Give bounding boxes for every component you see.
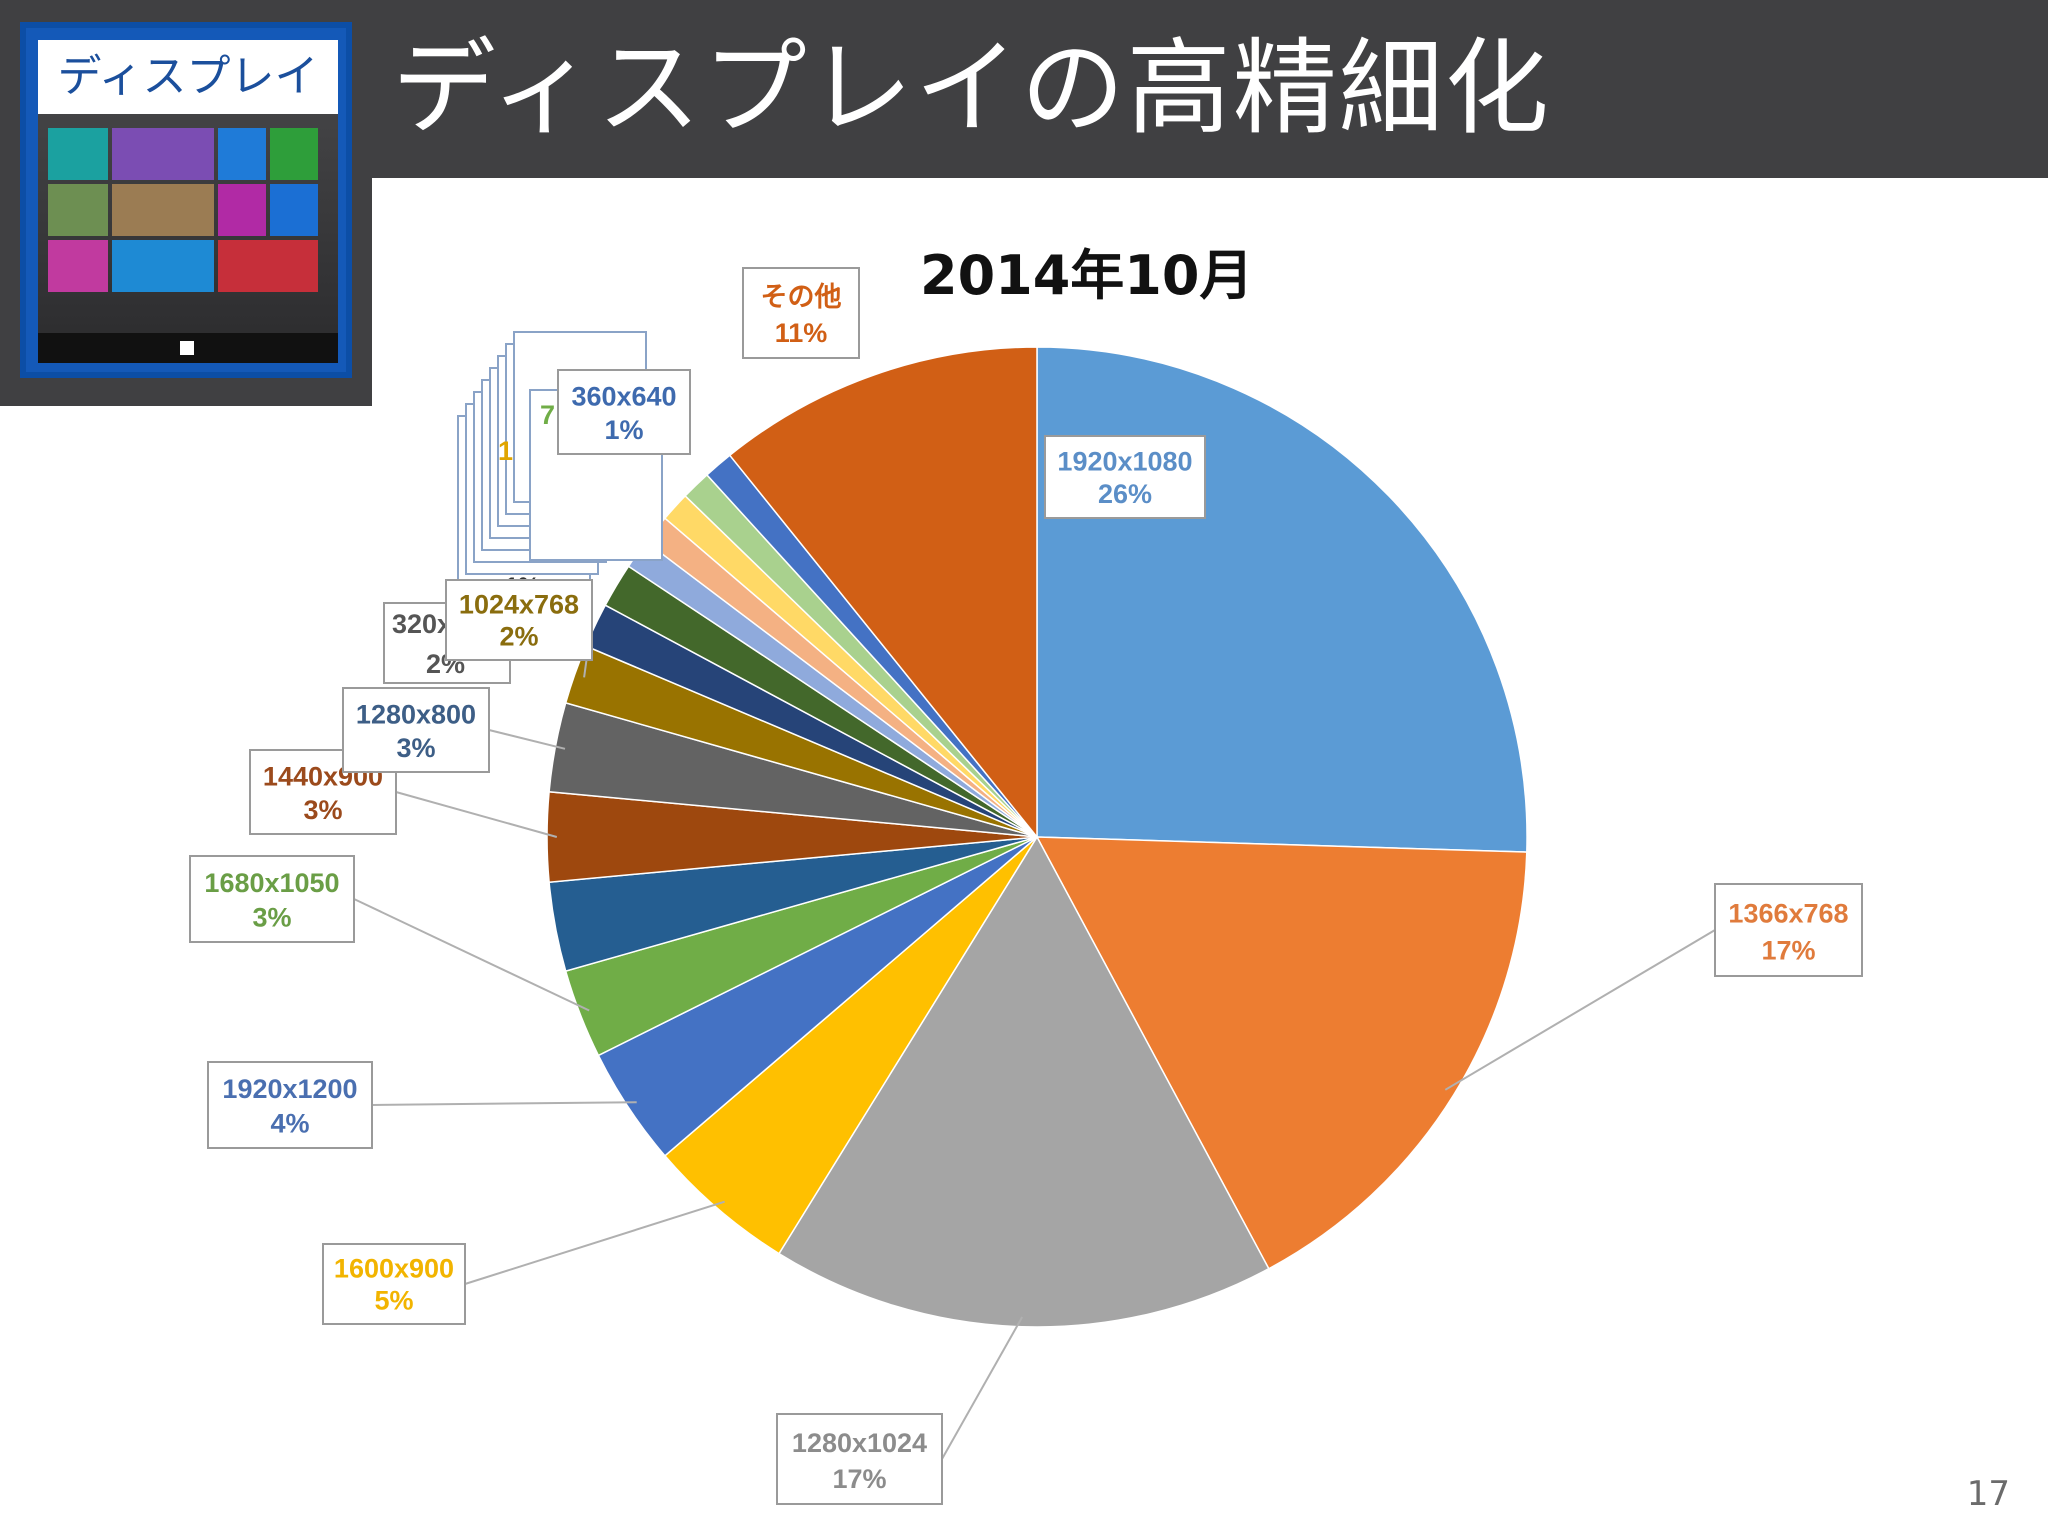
photos-tile xyxy=(48,184,108,236)
section-thumbnail: ディスプレイ ⊞ xyxy=(0,0,372,406)
data-label-category: 1600x900 xyxy=(334,1254,454,1284)
data-label-box xyxy=(207,1061,373,1149)
photos-tile xyxy=(112,184,214,236)
data-label-box xyxy=(776,1413,943,1505)
leader-lines xyxy=(353,619,1716,1460)
data-label-percent: 17% xyxy=(1761,935,1815,965)
chart-title: 2014年10月 xyxy=(920,244,1254,307)
data-label-category: 1280x1024 xyxy=(792,1428,927,1458)
store-tile xyxy=(270,128,318,180)
data-label-percent: 3% xyxy=(303,795,342,825)
data-label-box xyxy=(1044,435,1206,519)
pie-slices xyxy=(546,346,1528,1328)
page-number: 17 xyxy=(1966,1474,2010,1514)
data-label-percent: 1% xyxy=(604,415,643,445)
leader-line xyxy=(941,1316,1024,1460)
data-label-percent: 5% xyxy=(374,1286,413,1316)
data-label-box xyxy=(189,855,355,943)
leader-line xyxy=(353,898,590,1012)
maps-tile xyxy=(218,184,266,236)
data-label-category: 1680x1050 xyxy=(204,868,339,898)
pie-slice xyxy=(1036,346,1528,853)
news-tile xyxy=(218,240,318,292)
data-label-percent: 3% xyxy=(252,903,291,933)
taskbar: ⊞ xyxy=(38,333,338,363)
ie-tile xyxy=(218,128,266,180)
pie-slice xyxy=(777,835,1270,1328)
partial-label-category: 7 xyxy=(540,400,555,430)
start-screen-image: ディスプレイ ⊞ xyxy=(38,40,338,363)
skydrive-tile xyxy=(270,184,318,236)
tile xyxy=(48,128,108,180)
data-label-percent: 3% xyxy=(396,733,435,763)
leader-line xyxy=(1444,929,1716,1091)
data-label-percent: 4% xyxy=(270,1109,309,1139)
pie-slice xyxy=(663,836,1038,1255)
data-label-box xyxy=(557,369,691,455)
partial-label-category: 320x xyxy=(392,609,452,639)
windows8-thumbnail: ディスプレイ ⊞ xyxy=(20,22,352,378)
data-label-box xyxy=(342,687,490,773)
data-label-percent: 26% xyxy=(1098,479,1152,509)
data-label-box xyxy=(445,579,593,661)
data-label-percent: 17% xyxy=(832,1464,886,1494)
data-label-percent: 2% xyxy=(499,622,538,652)
tile xyxy=(112,128,214,180)
data-label-category: 1920x1080 xyxy=(1057,446,1192,476)
data-label-category: 1280x800 xyxy=(356,699,476,729)
data-label-category: その他 xyxy=(761,282,842,312)
pie-slice xyxy=(1035,836,1528,1270)
windows-logo-icon: ⊞ xyxy=(180,341,194,355)
data-label-box xyxy=(322,1243,466,1325)
data-label-box xyxy=(1714,883,1863,977)
leader-line xyxy=(488,729,566,750)
thumbnail-label: ディスプレイ xyxy=(38,40,338,114)
partial-label-category: 1 xyxy=(498,436,513,466)
data-label-box xyxy=(742,267,860,359)
slide-title: ディスプレイの高精細化 xyxy=(392,27,1551,149)
data-label-box xyxy=(249,749,397,835)
leader-line xyxy=(395,791,558,838)
messaging-tile xyxy=(48,240,108,292)
leader-line xyxy=(464,1200,725,1285)
data-label-category: 360x640 xyxy=(571,381,676,411)
leader-line xyxy=(371,1101,637,1106)
data-label-category: 1920x1200 xyxy=(222,1074,357,1104)
data-label-category: 1024x768 xyxy=(459,590,579,620)
data-label-category: 1366x768 xyxy=(1728,899,1848,929)
data-label-percent: 11% xyxy=(775,318,828,348)
weather-tile xyxy=(112,240,214,292)
pie-slice xyxy=(728,346,1038,840)
